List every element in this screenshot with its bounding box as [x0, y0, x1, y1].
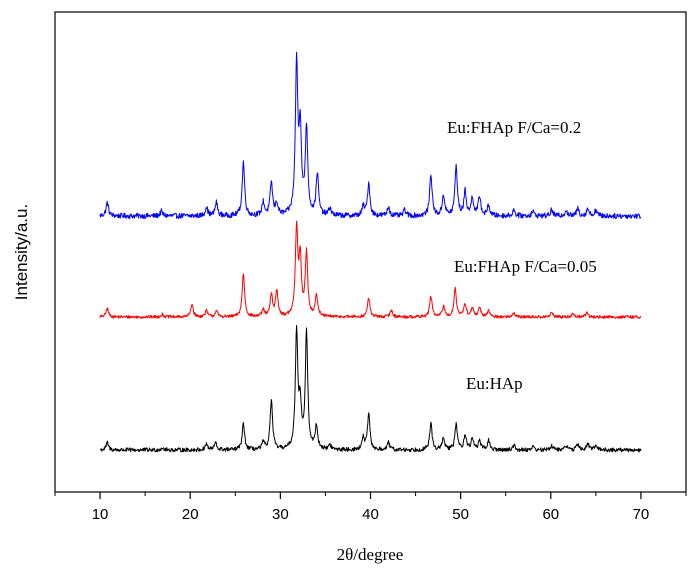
x-tick-label-30: 30 [272, 506, 289, 523]
series-label-2: Eu:HAp [466, 374, 523, 393]
x-tick-label-10: 10 [92, 506, 109, 523]
x-tick-label-60: 60 [542, 506, 559, 523]
series-line-0 [99, 51, 642, 220]
x-tick-label-20: 20 [182, 506, 199, 523]
series-group [99, 51, 642, 453]
series-line-2 [99, 325, 642, 453]
series-labels: Eu:FHAp F/Ca=0.2 Eu:FHAp F/Ca=0.05 Eu:HAp [447, 118, 597, 393]
x-tick-label-40: 40 [362, 506, 379, 523]
x-axis-title: 2θ/degree [337, 545, 404, 564]
x-tick-label-70: 70 [633, 506, 650, 523]
y-axis-title: Intensity/a.u. [12, 204, 31, 300]
series-label-0: Eu:FHAp F/Ca=0.2 [447, 118, 581, 137]
x-axis-ticks: 10 20 30 40 50 60 70 [54, 492, 687, 523]
x-tick-label-50: 50 [452, 506, 469, 523]
plot-frame [54, 11, 687, 493]
series-label-1: Eu:FHAp F/Ca=0.05 [454, 257, 597, 276]
series-line-1 [99, 220, 642, 319]
